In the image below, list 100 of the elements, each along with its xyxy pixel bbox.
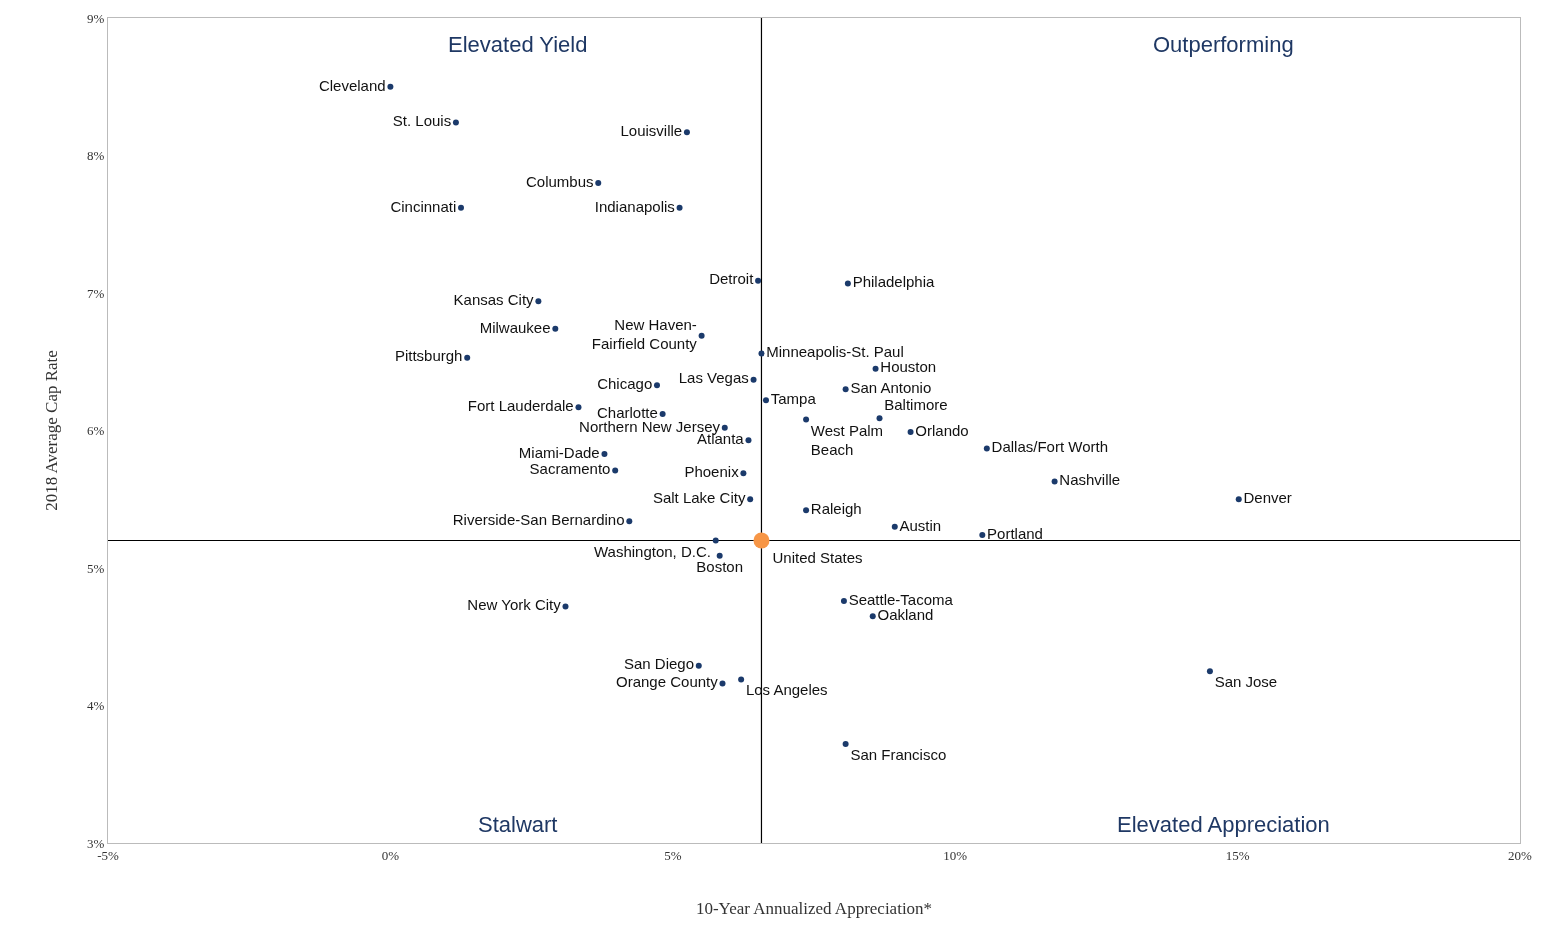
series-label: San Diego bbox=[623, 655, 695, 673]
point bbox=[683, 129, 690, 136]
series-label: Pittsburgh bbox=[394, 347, 463, 365]
point bbox=[762, 397, 769, 404]
point bbox=[891, 523, 898, 530]
series-label: Philadelphia bbox=[852, 273, 936, 291]
series-label: Seattle-Tacoma bbox=[848, 590, 954, 608]
point bbox=[844, 280, 851, 287]
point bbox=[719, 680, 726, 687]
point bbox=[1235, 496, 1242, 503]
point bbox=[698, 332, 705, 339]
point bbox=[979, 532, 986, 538]
series-label: Minneapolis-St. Paul bbox=[766, 343, 904, 361]
series-label: Kansas City bbox=[453, 291, 535, 308]
series-label: Phoenix bbox=[684, 462, 740, 480]
series-label: Detroit bbox=[709, 270, 755, 288]
series-label: Boston bbox=[696, 557, 744, 575]
series-label: Nashville bbox=[1059, 471, 1121, 489]
y-tick-label: 9% bbox=[87, 10, 105, 26]
point bbox=[876, 415, 883, 422]
point bbox=[842, 741, 849, 747]
point bbox=[738, 676, 745, 683]
x-tick-label: 15% bbox=[1225, 847, 1250, 863]
series-label: Salt Lake City bbox=[652, 489, 746, 506]
point bbox=[612, 467, 619, 474]
point bbox=[803, 507, 810, 514]
series-label: Riverside-San Bernardino bbox=[452, 511, 625, 528]
series-label: West Palm Beach bbox=[810, 421, 884, 458]
x-axis-title: 10-Year Annualized Appreciation* bbox=[695, 899, 933, 918]
y-tick-label: 7% bbox=[87, 285, 105, 301]
series-label: Washington, D.C. bbox=[593, 542, 711, 560]
point bbox=[676, 204, 683, 211]
point bbox=[452, 119, 459, 126]
y-tick-label: 6% bbox=[87, 423, 105, 439]
series-label: Oakland bbox=[877, 605, 934, 623]
series-label: Orlando bbox=[915, 421, 969, 439]
point bbox=[750, 376, 757, 383]
point bbox=[552, 325, 559, 332]
point bbox=[626, 518, 633, 525]
series-label: St. Louis bbox=[392, 112, 452, 130]
x-tick-label: 0% bbox=[381, 847, 400, 863]
point bbox=[747, 496, 754, 503]
series-label: Cleveland bbox=[318, 76, 386, 94]
point bbox=[387, 83, 394, 90]
series-label: Baltimore bbox=[884, 395, 948, 413]
point bbox=[712, 537, 719, 544]
point bbox=[595, 180, 602, 186]
series-label: New Haven-Fairfield County bbox=[591, 315, 698, 353]
y-tick-label: 5% bbox=[87, 560, 105, 576]
annotation: Elevated Yield bbox=[448, 32, 588, 57]
point bbox=[872, 365, 879, 372]
point bbox=[464, 354, 471, 361]
series-label: Orange County bbox=[616, 673, 719, 691]
series-label: Indianapolis bbox=[594, 197, 675, 215]
series-label: Austin bbox=[899, 516, 942, 534]
series-label: Dallas/Fort Worth bbox=[991, 438, 1108, 456]
series-label: Charlotte bbox=[597, 403, 658, 421]
series-label: Portland bbox=[987, 524, 1043, 542]
y-axis-title: 2018 Average Cap Rate bbox=[41, 350, 61, 511]
point bbox=[695, 662, 702, 669]
series-label: Milwaukee bbox=[479, 318, 551, 336]
series-label: San Francisco bbox=[850, 746, 947, 763]
point bbox=[659, 411, 666, 417]
series-label: United States bbox=[772, 548, 863, 566]
series-label: Denver bbox=[1243, 489, 1292, 506]
point bbox=[869, 613, 876, 620]
series-label: New York City bbox=[467, 596, 562, 614]
point bbox=[1051, 478, 1058, 485]
series-label: Houston bbox=[880, 358, 937, 376]
annotation: Elevated Appreciation bbox=[1117, 812, 1330, 837]
point bbox=[753, 532, 770, 549]
y-tick-label: 8% bbox=[87, 148, 105, 164]
point bbox=[758, 350, 765, 357]
annotation: Outperforming bbox=[1153, 32, 1294, 57]
point bbox=[535, 298, 542, 305]
series-label: San Jose bbox=[1214, 673, 1278, 691]
point bbox=[716, 552, 723, 559]
point bbox=[721, 424, 728, 431]
point bbox=[1206, 668, 1213, 675]
y-tick-label: 4% bbox=[87, 698, 105, 714]
x-tick-label: 10% bbox=[943, 847, 968, 863]
x-tick-label: 5% bbox=[664, 847, 682, 863]
point bbox=[575, 404, 582, 411]
series-label: Fort Lauderdale bbox=[467, 396, 574, 414]
series-label: Miami-Dade bbox=[518, 443, 600, 461]
series-label: Columbus bbox=[525, 172, 594, 190]
point bbox=[842, 386, 849, 393]
series-label: Tampa bbox=[770, 390, 817, 407]
point bbox=[983, 445, 990, 452]
point bbox=[803, 416, 810, 423]
point bbox=[601, 450, 608, 457]
series-label: Louisville bbox=[620, 121, 683, 139]
series-label: Sacramento bbox=[529, 460, 611, 478]
series-label: Las Vegas bbox=[678, 369, 749, 387]
point bbox=[840, 598, 847, 604]
point bbox=[653, 382, 660, 389]
point bbox=[458, 204, 464, 211]
series-label: San Antonio bbox=[850, 379, 932, 396]
point bbox=[755, 277, 762, 284]
point bbox=[745, 437, 752, 444]
